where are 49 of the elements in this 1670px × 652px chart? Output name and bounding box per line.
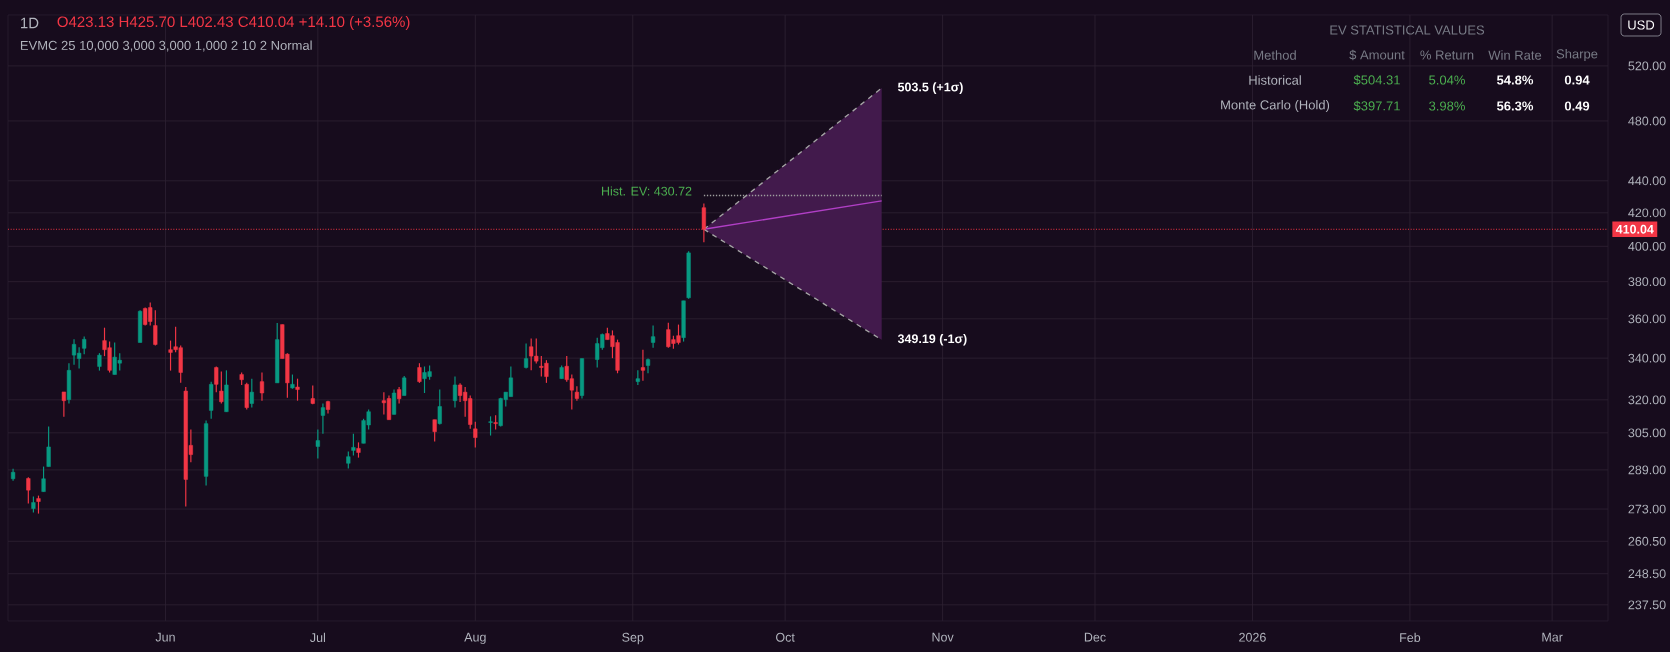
annotation: 3.98% (1429, 101, 1465, 111)
annotation: $504.31 (1353, 74, 1400, 86)
annotation: Historical (1249, 75, 1301, 85)
y-tick-label: 480.00 (1628, 116, 1666, 126)
y-tick-label: 520.00 (1628, 61, 1666, 71)
annotation: $397.71 (1353, 100, 1400, 112)
x-tick-label: Oct (776, 632, 795, 642)
x-tick-label: Mar (1542, 632, 1563, 642)
annotation: EVMC 25 10,000 3,000 3,000 1,000 2 10 2 Normal (20, 40, 312, 52)
annotation: 0.49 (1564, 101, 1590, 111)
annotation: $ Amount (1349, 49, 1405, 61)
annotation: 0.94 (1564, 75, 1590, 85)
y-tick-label: 420.00 (1628, 208, 1666, 218)
y-tick-label: 320.00 (1628, 395, 1666, 405)
annotation: Sharpe (1556, 48, 1598, 62)
x-tick-label: Aug (464, 632, 486, 645)
annotation: % Return (1420, 50, 1474, 60)
annotation: 5.04% (1429, 75, 1465, 85)
x-tick-label: Sep (622, 632, 644, 645)
chart-subtitle: O423.13 H425.70 L402.43 C410.04 +14.10 (+3.56%) (57, 16, 410, 30)
annotation: Monte Carlo (Hold) (1221, 99, 1330, 113)
annotation: 349.19 (-1σ) (897, 333, 967, 346)
annotation: Win Rate (1488, 50, 1542, 60)
annotation: EV STATISTICAL VALUES (1330, 25, 1485, 35)
chart-title: 1D (21, 17, 39, 29)
ref-line-label: 410.04 (1615, 224, 1654, 234)
x-tick-label: Jun (155, 632, 175, 642)
y-tick-label: 248.50 (1628, 569, 1666, 579)
annotation: 503.5 (+1σ) (897, 82, 963, 94)
x-tick-label: Jul (310, 632, 325, 643)
y-tick-label: 273.00 (1628, 504, 1666, 514)
y-tick-label: 289.00 (1628, 465, 1666, 475)
annotation: 56.3% (1496, 101, 1534, 111)
y-tick-label: 400.00 (1628, 241, 1666, 251)
x-tick-label: 2026 (1239, 632, 1266, 642)
y-tick-label: 440.00 (1628, 176, 1666, 186)
annotation: Hist. EV: 430.72 (601, 186, 692, 196)
y-tick-label: 260.50 (1628, 536, 1666, 546)
x-tick-label: Feb (1400, 632, 1421, 643)
y-tick-label: 340.00 (1628, 353, 1666, 363)
y-tick-label: 380.00 (1628, 277, 1666, 287)
x-tick-label: Dec (1084, 632, 1106, 642)
annotation: 54.8% (1496, 75, 1534, 85)
y-tick-label: 305.00 (1628, 428, 1666, 438)
text: USD (1628, 20, 1655, 30)
annotation: Method (1254, 50, 1296, 60)
y-tick-label: 237.50 (1628, 600, 1666, 610)
x-tick-label: Nov (932, 632, 954, 642)
y-tick-label: 360.00 (1628, 314, 1666, 324)
